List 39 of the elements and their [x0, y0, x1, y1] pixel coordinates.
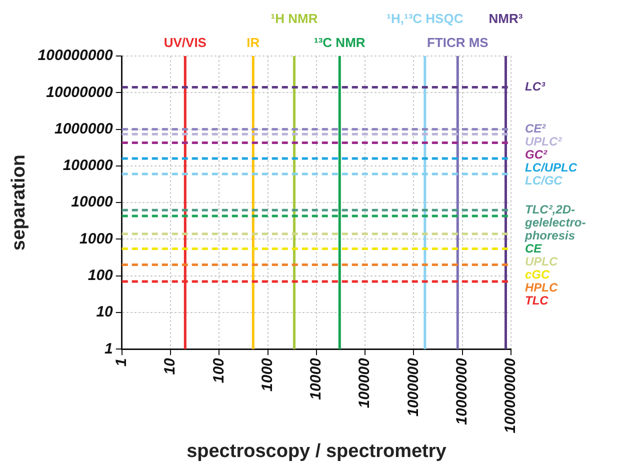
ref-line-label: LC/UPLC: [525, 160, 578, 175]
x-axis-title: spectroscopy / spectrometry: [186, 440, 447, 462]
y-tick-label: 1000000: [54, 120, 114, 138]
y-tick-label: 10000: [71, 194, 114, 211]
x-tick-label: 100000: [356, 357, 374, 408]
ref-line-label: IR: [246, 35, 260, 50]
ref-line-label: FTICR MS: [426, 35, 489, 50]
ref-line-label: TLC: [525, 293, 549, 308]
ref-line-label: CE²: [525, 122, 547, 136]
ref-line-label: HPLC: [525, 280, 558, 294]
ref-line-label: CE: [525, 241, 543, 256]
ref-line-label: LC/GC: [525, 174, 563, 188]
ref-line-label: ¹H NMR: [270, 11, 318, 26]
ref-line-label: UV/VIS: [164, 35, 207, 50]
y-tick-label: 100000000: [38, 47, 114, 64]
ref-line-label: ¹H,¹³C HSQC: [386, 11, 464, 26]
y-axis-title: separation: [8, 154, 30, 251]
x-tick-label: 10: [162, 357, 179, 375]
y-tick-label: 1000: [80, 230, 114, 248]
y-tick-label: 10000000: [46, 84, 114, 101]
y-tick-label: 100000: [62, 157, 114, 174]
ref-line-label: UPLC²: [525, 134, 563, 149]
x-tick-label: 10000000: [454, 357, 470, 425]
ref-line-label: LC³: [525, 80, 546, 94]
x-tick-label: 100000000: [502, 357, 520, 434]
x-tick-label: 1: [113, 358, 130, 366]
x-tick-label: 1000000: [404, 357, 422, 417]
x-tick-label: 10000: [308, 357, 325, 400]
ref-line-label: cGC: [525, 267, 550, 282]
y-tick-label: 100: [88, 266, 114, 284]
ref-line-label: TLC²,2D-gelelectro-phoresis: [524, 202, 586, 242]
y-tick-label: 1: [104, 340, 113, 358]
ref-line-label: ¹³C NMR: [314, 35, 366, 50]
ref-line-label: UPLC: [525, 254, 558, 268]
x-tick-label: 1000: [258, 357, 276, 392]
y-tick-label: 10: [96, 304, 114, 321]
x-tick-label: 100: [210, 357, 228, 384]
ref-line-label: NMR³: [488, 11, 524, 26]
ref-line-label: GC²: [525, 148, 548, 162]
